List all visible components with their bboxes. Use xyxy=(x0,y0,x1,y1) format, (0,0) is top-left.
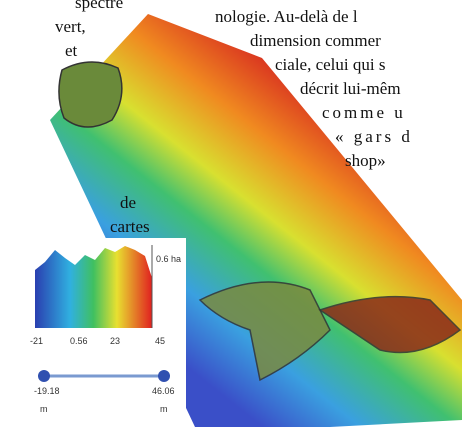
text-line: et xyxy=(65,41,78,60)
axis-label: 45 xyxy=(155,336,165,346)
text-line: shop» xyxy=(345,151,386,170)
map-feature xyxy=(198,281,331,382)
right-column: nologie. Au-delà de l dimension commer cia… xyxy=(215,7,413,170)
text-line: de xyxy=(120,193,136,212)
text-line: cartes xyxy=(110,217,150,236)
map-feature xyxy=(58,61,123,128)
slider-max: 46.06 xyxy=(152,386,175,396)
map-feature xyxy=(318,295,462,354)
area-label: 0.6 ha xyxy=(156,254,181,264)
text-line: vert, xyxy=(55,17,86,36)
slider-handle[interactable] xyxy=(38,370,50,382)
slider-min: -19.18 xyxy=(34,386,60,396)
text-line: décrit lui-mêm xyxy=(300,79,401,98)
text-line: comme u xyxy=(322,103,406,122)
axis-label: -21 xyxy=(30,336,43,346)
slider-unit: m xyxy=(40,404,48,414)
slider-handle[interactable] xyxy=(158,370,170,382)
text-line: nologie. Au-delà de l xyxy=(215,7,358,26)
text-line: spectre xyxy=(75,0,123,12)
text-line: « gars d xyxy=(335,127,413,146)
axis-label: 0.56 xyxy=(70,336,88,346)
axis-label: 23 xyxy=(110,336,120,346)
text-line: ciale, celui qui s xyxy=(275,55,385,74)
text-line: dimension commer xyxy=(250,31,381,50)
slider-unit: m xyxy=(160,404,168,414)
histogram xyxy=(35,246,152,328)
